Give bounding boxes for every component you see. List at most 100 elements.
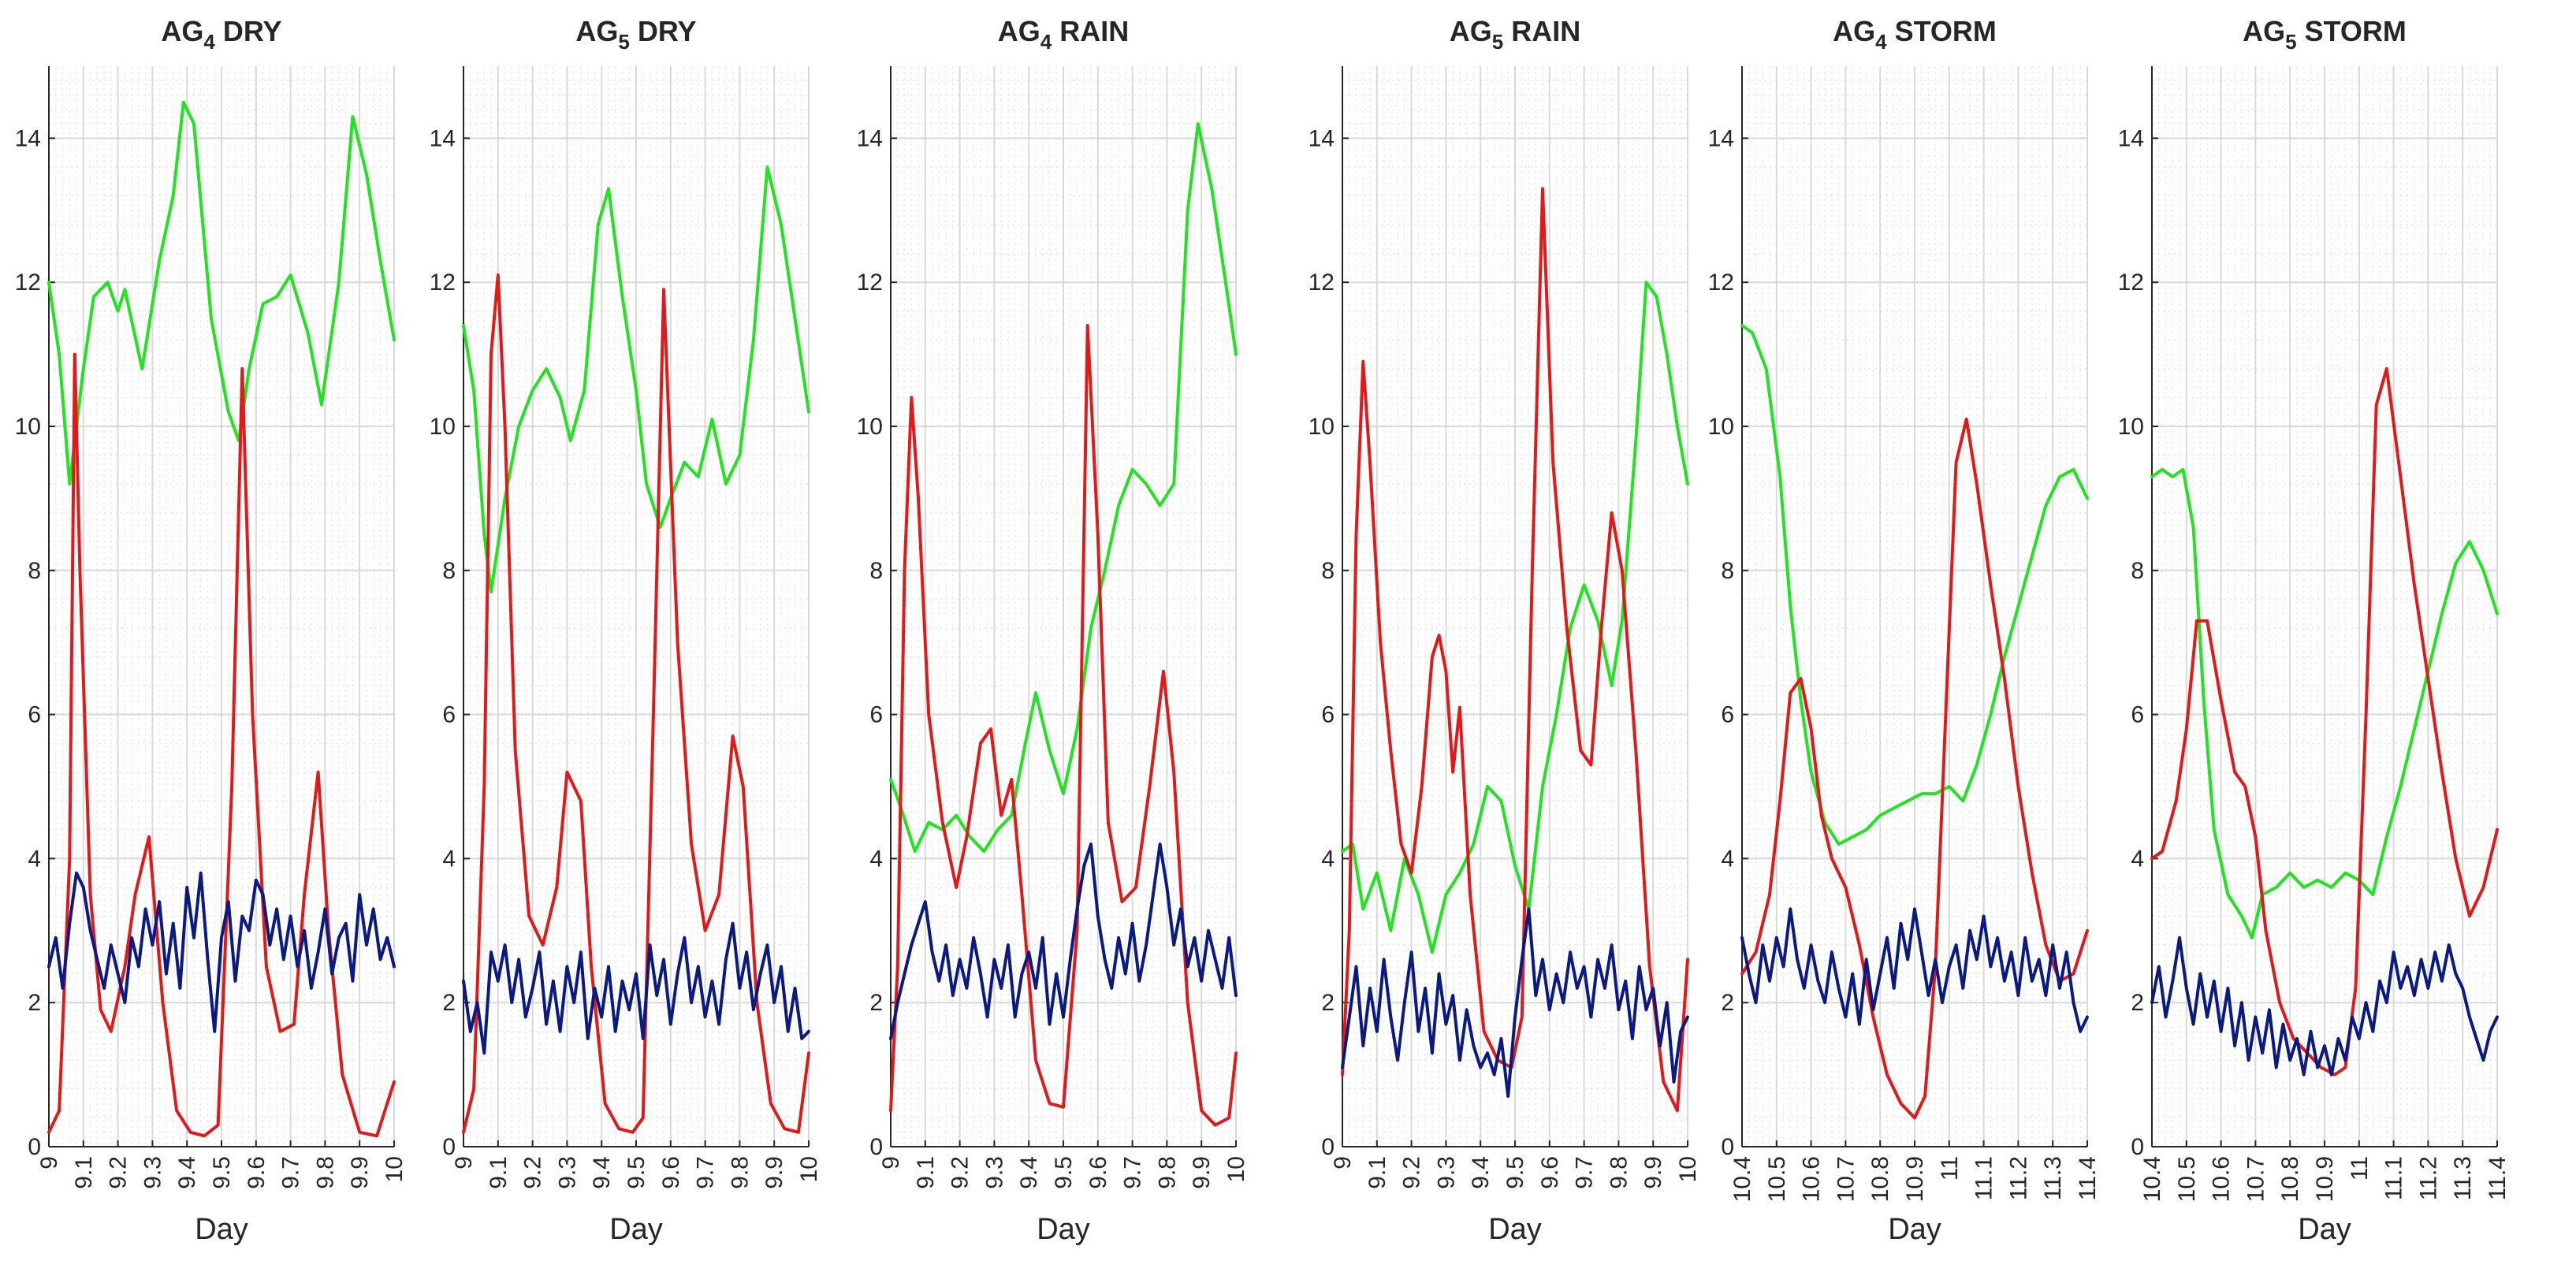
x-tick-label: 10.4	[1729, 1156, 1755, 1202]
y-tick-label: 12	[2118, 270, 2144, 296]
x-tick-label: 10	[796, 1156, 822, 1182]
chart-title-prefix: AG	[998, 15, 1040, 47]
y-tick-label: 6	[2131, 702, 2144, 728]
x-tick-label: 10.6	[2209, 1156, 2235, 1202]
y-tick-label: 10	[430, 414, 456, 440]
x-tick-label: 9.3	[140, 1156, 166, 1189]
series-line-green	[1341, 281, 1689, 954]
x-tick-label: 11.3	[2040, 1156, 2066, 1200]
x-tick-label: 11.1	[2381, 1156, 2407, 1200]
y-tick-label: 14	[430, 125, 456, 151]
series-line-red	[2150, 366, 2499, 1077]
series-line-red	[1341, 187, 1689, 1113]
x-tick-label: 11.4	[2485, 1156, 2511, 1200]
x-tick-label: 9.3	[981, 1156, 1007, 1189]
y-tick-label: 0	[869, 1134, 883, 1160]
y-tick-label: 14	[857, 125, 883, 151]
series-line-blue	[47, 871, 396, 1033]
y-tick-label: 2	[2131, 990, 2144, 1016]
y-tick-label: 10	[1708, 414, 1734, 440]
x-tick-label: 9.4	[174, 1156, 200, 1189]
series-line-red	[889, 324, 1238, 1127]
chart-title-suffix: RAIN	[1052, 15, 1129, 47]
y-tick-label: 2	[442, 990, 456, 1016]
y-tick-label: 10	[2118, 414, 2144, 440]
x-tick-label: 9.7	[1120, 1156, 1146, 1189]
series-line-green	[462, 166, 810, 594]
x-axis-label: Day	[1488, 1213, 1542, 1246]
chart-panel-3: 0 2 4 6 8 10 12 14 9 9.1 9.2 9.3 9.4 9.5 9.6 9.7 9.8 9.9 1…	[857, 15, 1249, 1246]
x-tick-label: 9.1	[71, 1156, 97, 1189]
x-tick-label: 9	[36, 1156, 62, 1170]
series-line-red	[47, 352, 396, 1138]
y-tick-label: 8	[2131, 558, 2144, 584]
y-tick-label: 10	[1308, 414, 1335, 440]
x-axis-label: Day	[1888, 1213, 1941, 1246]
x-tick-label: 9.2	[947, 1156, 973, 1189]
x-tick-label: 11.2	[2415, 1156, 2441, 1200]
x-tick-label: 9.6	[1537, 1156, 1563, 1189]
chart-panel-2: 0 2 4 6 8 10 12 14 9 9.1 9.2 9.3 9.4 9.5 9.6 9.7 9.8 9.9 1…	[430, 15, 822, 1246]
series-line-red	[1740, 417, 2089, 1120]
x-tick-label: 10	[1223, 1156, 1249, 1182]
series-line-blue	[1740, 907, 2089, 1033]
y-tick-label: 6	[28, 702, 41, 728]
series-line-green	[889, 122, 1238, 854]
chart-title: AG5 STORM	[2243, 15, 2407, 54]
chart-title: AG4 STORM	[1833, 15, 1997, 54]
y-tick-label: 0	[1321, 1134, 1335, 1160]
x-tick-label: 9	[451, 1156, 477, 1170]
y-tick-label: 2	[28, 990, 41, 1016]
y-tick-label: 4	[1321, 846, 1335, 872]
x-tick-label: 9	[1330, 1156, 1356, 1170]
series-line-blue	[462, 921, 810, 1055]
x-tick-label: 10.9	[1902, 1156, 1928, 1202]
y-tick-label: 12	[430, 270, 456, 296]
x-tick-label: 9.5	[1502, 1156, 1528, 1189]
y-tick-label: 8	[1721, 558, 1734, 584]
y-tick-label: 8	[1321, 558, 1335, 584]
x-tick-label: 10.4	[2139, 1156, 2165, 1202]
chart-title-subscript: 5	[1492, 30, 1503, 54]
series-line-green	[2150, 467, 2499, 939]
y-tick-label: 14	[1708, 125, 1734, 151]
y-tick-label: 6	[442, 702, 456, 728]
x-tick-label: 9.9	[1189, 1156, 1215, 1189]
x-tick-label: 9.9	[347, 1156, 373, 1189]
chart-title-subscript: 4	[203, 30, 215, 54]
x-tick-label: 9.1	[913, 1156, 939, 1189]
chart-title-prefix: AG	[1450, 15, 1492, 47]
y-tick-label: 10	[857, 414, 883, 440]
x-tick-label: 10.8	[2277, 1156, 2303, 1202]
x-axis-label: Day	[195, 1213, 248, 1246]
chart-title-suffix: DRY	[630, 15, 697, 47]
chart-title: AG5 RAIN	[1450, 15, 1580, 54]
series-line-blue	[2150, 935, 2499, 1077]
y-tick-label: 6	[869, 702, 883, 728]
x-tick-label: 11	[1937, 1156, 1963, 1181]
x-tick-label: 10.7	[2243, 1156, 2269, 1202]
chart-title: AG4 RAIN	[998, 15, 1129, 54]
y-tick-label: 4	[442, 846, 456, 872]
x-tick-label: 9.5	[1051, 1156, 1077, 1189]
x-tick-label: 9.4	[1016, 1156, 1042, 1189]
x-tick-label: 9.1	[486, 1156, 512, 1189]
x-tick-label: 11.3	[2450, 1156, 2476, 1200]
x-tick-label: 10.5	[1764, 1156, 1790, 1202]
y-tick-label: 8	[28, 558, 41, 584]
chart-title-suffix: STORM	[1887, 15, 1997, 47]
y-tick-label: 12	[857, 270, 883, 296]
chart-title-prefix: AG	[1833, 15, 1875, 47]
x-tick-label: 9.3	[1433, 1156, 1459, 1189]
y-tick-label: 4	[1721, 846, 1734, 872]
x-tick-label: 9.4	[1468, 1156, 1494, 1189]
x-tick-label: 9.7	[693, 1156, 719, 1189]
x-axis-label: Day	[609, 1213, 663, 1246]
y-tick-label: 0	[1721, 1134, 1734, 1160]
chart-title-subscript: 5	[2285, 30, 2296, 54]
x-tick-label: 9.7	[278, 1156, 304, 1189]
x-tick-label: 11.1	[1971, 1156, 1997, 1200]
x-tick-label: 11	[2347, 1156, 2373, 1181]
